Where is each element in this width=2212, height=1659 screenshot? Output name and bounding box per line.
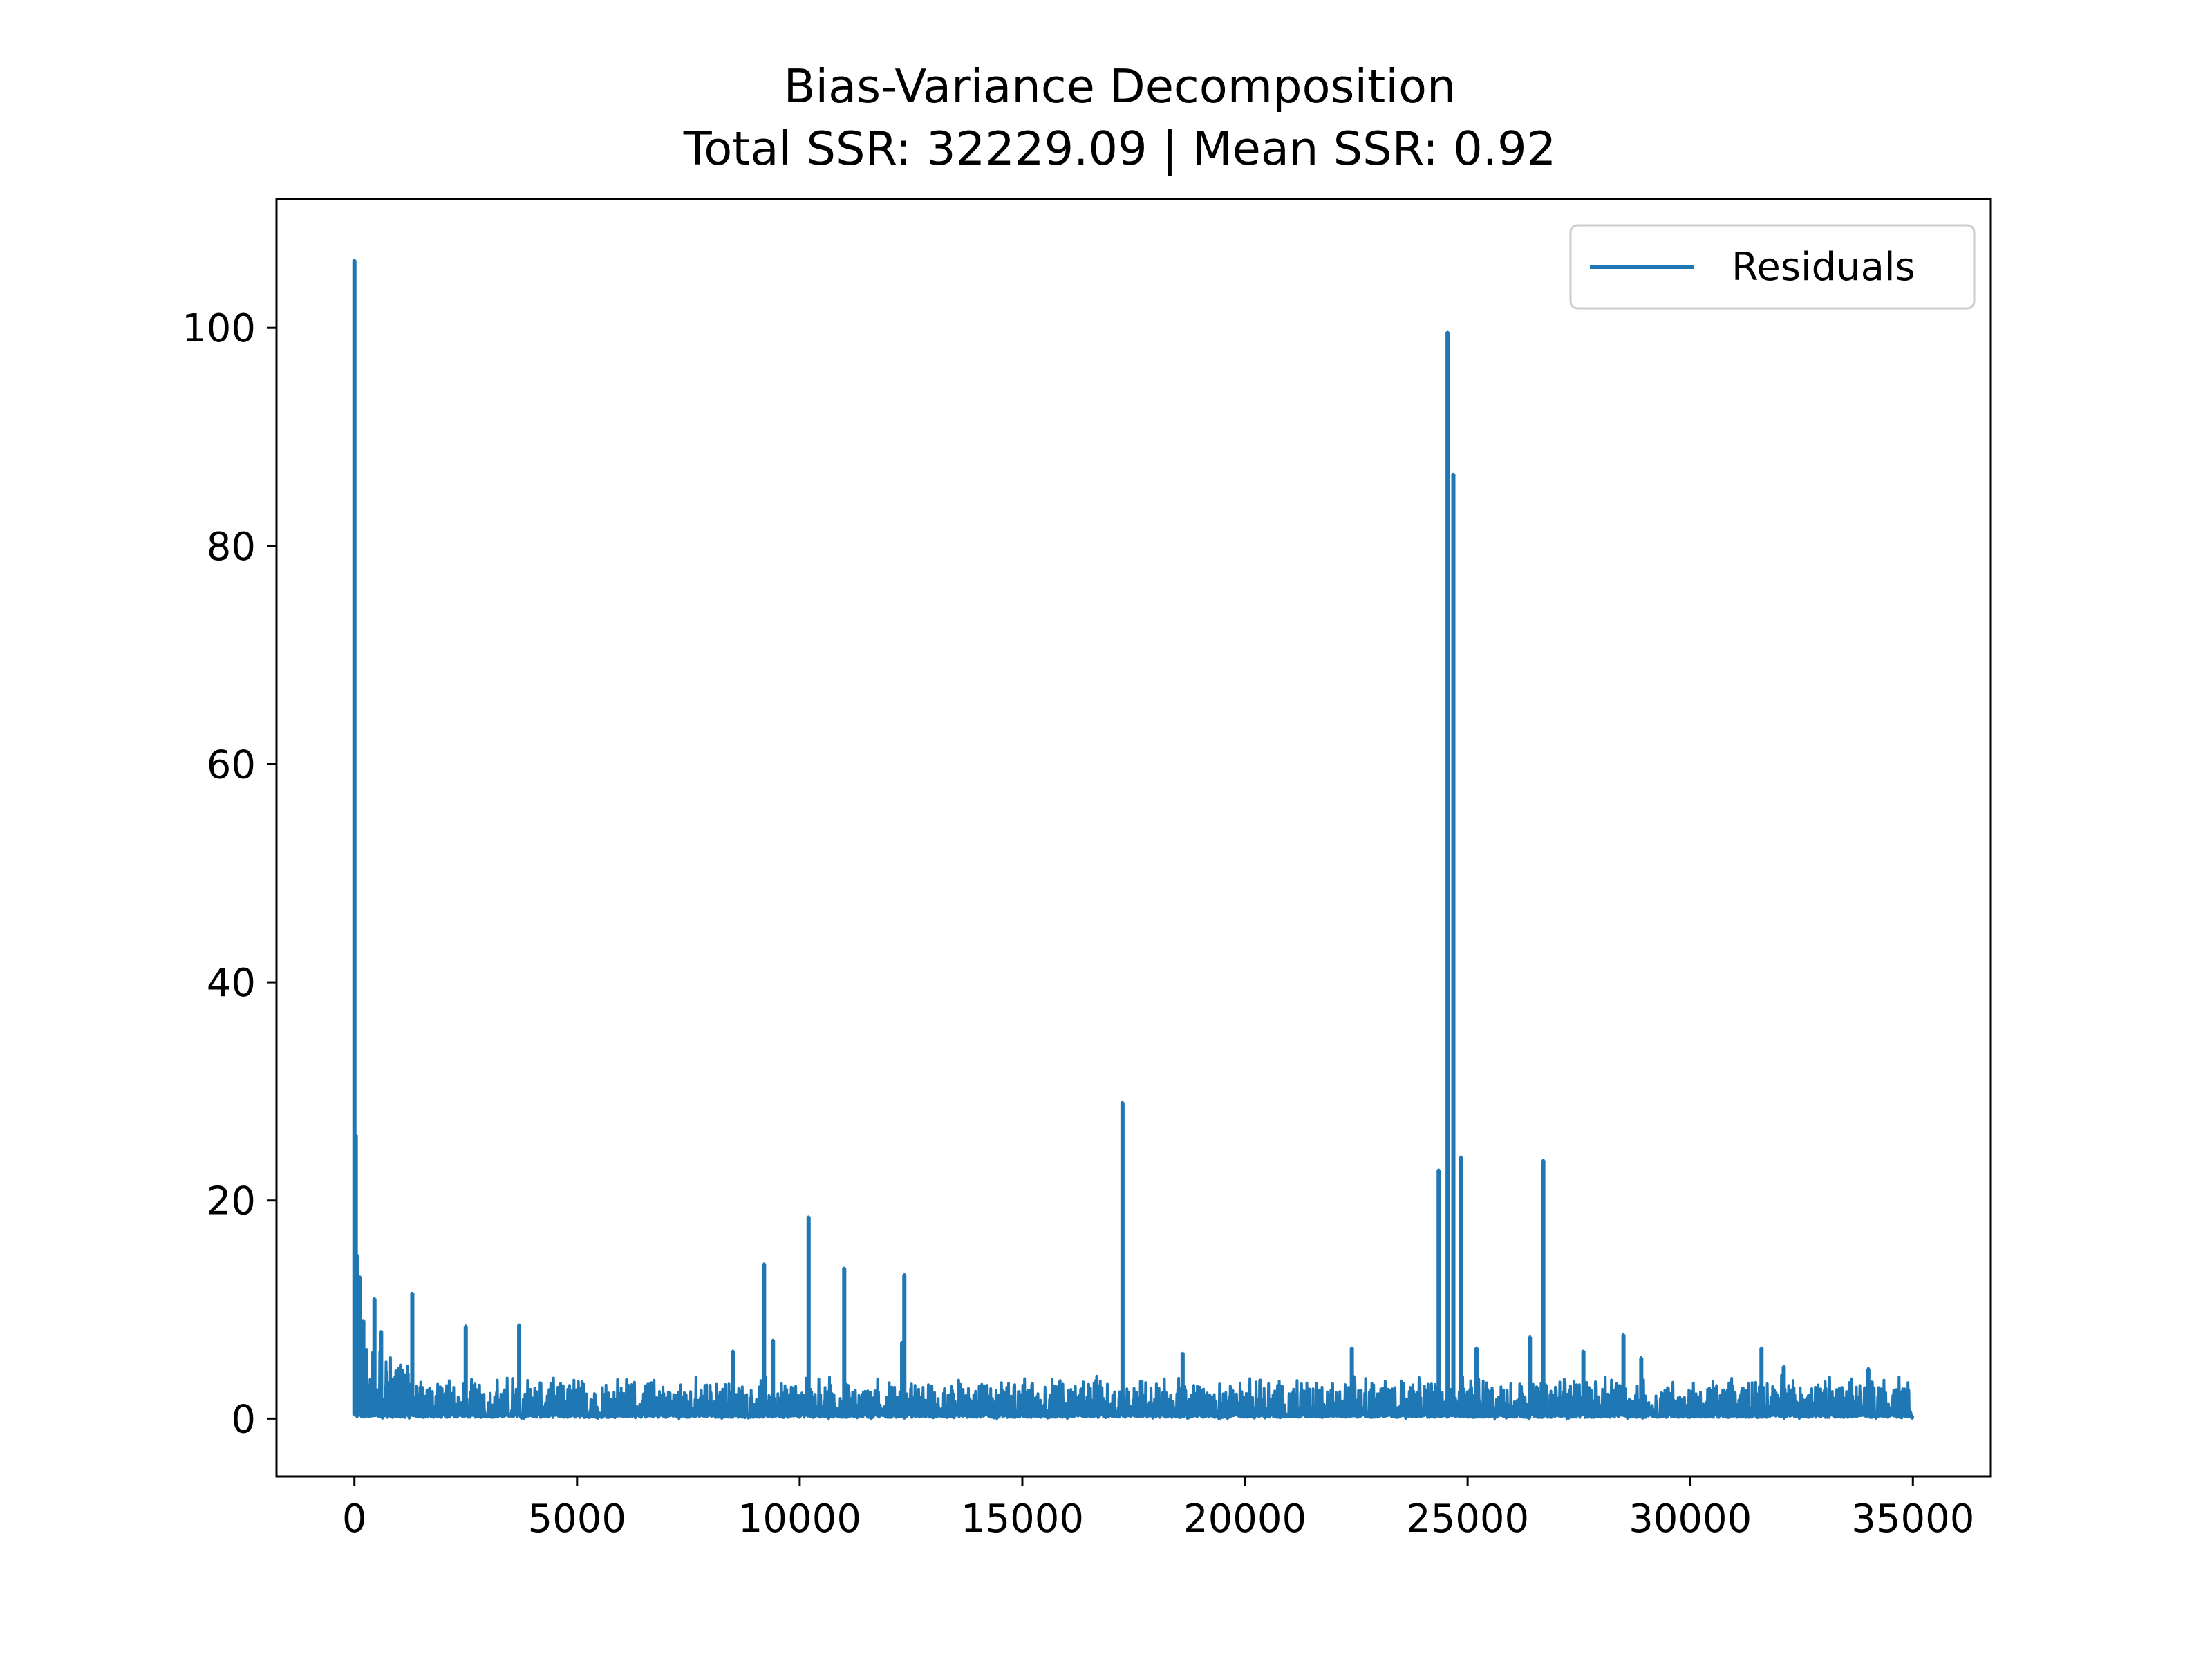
x-tick-label: 10000 xyxy=(738,1497,861,1541)
legend: Residuals xyxy=(1569,224,1976,310)
y-tick-label: 100 xyxy=(182,306,256,351)
x-axis: 0 5000 10000 15000 20000 25000 30000 35000 xyxy=(342,1477,1974,1541)
y-tick-label: 0 xyxy=(231,1397,256,1442)
legend-box xyxy=(1569,224,1976,310)
chart-title: Bias-Variance Decomposition xyxy=(784,59,1456,113)
x-tick-label: 35000 xyxy=(1851,1497,1974,1541)
series-line-residuals xyxy=(353,259,1915,1421)
x-tick-label: 30000 xyxy=(1629,1497,1752,1541)
plot-area xyxy=(275,198,1992,1478)
x-tick-label: 20000 xyxy=(1183,1497,1306,1541)
y-tick-label: 80 xyxy=(207,525,256,570)
series-layer xyxy=(352,259,1915,1421)
legend-label-residuals: Residuals xyxy=(1732,245,1915,290)
x-tick-label: 15000 xyxy=(961,1497,1084,1541)
y-tick-label: 20 xyxy=(207,1179,256,1224)
y-axis: 0 20 40 60 80 100 xyxy=(182,306,276,1442)
x-tick-label: 5000 xyxy=(528,1497,627,1541)
x-tick-label: 25000 xyxy=(1406,1497,1529,1541)
chart-subtitle: Total SSR: 32229.09 | Mean SSR: 0.92 xyxy=(683,122,1557,176)
x-tick-label: 0 xyxy=(342,1497,367,1541)
y-tick-label: 60 xyxy=(207,742,256,787)
axes-frame xyxy=(275,198,1992,1478)
y-tick-label: 40 xyxy=(207,961,256,1006)
